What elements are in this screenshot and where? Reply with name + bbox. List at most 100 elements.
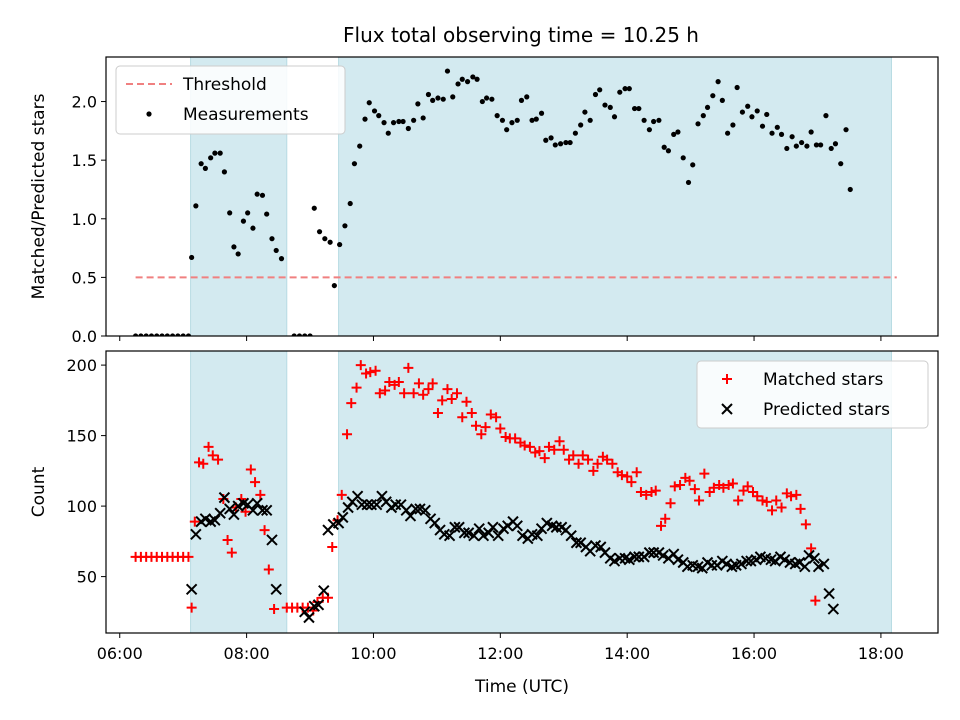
- matched-star-point: [355, 360, 366, 371]
- top-panel: 0.0 0.5 1.0 1.5 2.0 Matched/Predicted stars Th…: [29, 56, 939, 346]
- y-axis-label: Count: [29, 466, 49, 517]
- matched-star-point: [222, 534, 233, 545]
- measurement-point: [607, 104, 613, 111]
- predicted-star-point: [487, 521, 499, 533]
- predicted-star-point: [657, 549, 669, 562]
- measurement-point: [832, 141, 839, 147]
- measurement-point: [567, 139, 573, 146]
- measurement-point: [617, 89, 623, 95]
- x-axis-label: Time (UTC): [474, 677, 569, 697]
- measurement-point: [557, 141, 564, 147]
- predicted-star-point: [256, 504, 269, 517]
- measurement-point: [420, 115, 426, 121]
- legend-predicted-swatch: [721, 403, 733, 415]
- predicted-star-point: [370, 498, 383, 511]
- matched-star-point: [269, 604, 280, 615]
- measurement-point: [337, 241, 343, 248]
- measurement-point: [804, 143, 810, 149]
- matched-star-point: [786, 491, 797, 502]
- matched-star-point: [327, 541, 338, 552]
- predicted-star-point: [404, 510, 417, 522]
- matched-star-point: [568, 450, 579, 461]
- y-tick-label: 0.5: [72, 268, 97, 287]
- predicted-star-point: [458, 527, 471, 539]
- measurement-point: [509, 120, 515, 126]
- matched-star-point: [689, 484, 700, 495]
- measurement-point: [611, 114, 618, 120]
- measurement-point: [148, 333, 155, 336]
- measurement-point: [208, 155, 214, 161]
- matched-star-point: [437, 395, 448, 406]
- measurement-point: [396, 118, 402, 125]
- measurement-point: [847, 186, 853, 193]
- predicted-star-point: [468, 530, 480, 542]
- predicted-star-point: [812, 561, 825, 573]
- top-observing-interval-2: [338, 57, 892, 336]
- matched-star-point: [495, 423, 506, 434]
- measurement-point: [799, 139, 805, 146]
- x-tick-label: 16:00: [731, 644, 777, 663]
- matched-star-point: [665, 498, 676, 509]
- measurement-point: [415, 101, 421, 107]
- matched-star-point: [539, 453, 550, 464]
- predicted-star-point: [214, 507, 226, 519]
- matched-star-point: [198, 458, 209, 469]
- measurement-point: [435, 95, 441, 101]
- measurement-point: [700, 113, 706, 119]
- measurement-point: [838, 161, 844, 167]
- measurement-point: [357, 143, 363, 149]
- measurement-point: [784, 145, 790, 152]
- matched-star-point: [800, 519, 811, 530]
- measurement-point: [685, 179, 692, 186]
- y-tick-label: 1.0: [72, 210, 97, 229]
- measurement-point: [514, 117, 520, 123]
- bottom-axes-frame: [105, 350, 939, 634]
- measurement-point: [185, 333, 192, 336]
- measurement-point: [296, 333, 303, 336]
- predicted-star-point: [361, 498, 373, 511]
- predicted-star-point: [260, 504, 273, 517]
- predicted-star-point: [516, 530, 529, 542]
- matched-star-point: [451, 388, 462, 399]
- series-measurements: [133, 68, 853, 336]
- measurement-point: [489, 96, 495, 102]
- measurement-point: [626, 86, 632, 92]
- measurement-point: [778, 131, 785, 137]
- measurement-point: [273, 247, 279, 254]
- matched-star-point: [403, 362, 414, 373]
- predicted-star-point: [799, 561, 811, 573]
- matched-star-point: [240, 506, 251, 517]
- matched-star-point: [727, 478, 738, 489]
- measurement-point: [138, 333, 144, 336]
- matched-star-point: [423, 384, 434, 395]
- matched-star-point: [694, 495, 705, 506]
- measurement-point: [823, 113, 829, 119]
- measurement-point: [231, 244, 237, 250]
- y-tick-label: 100: [66, 497, 97, 516]
- y-tick-label: 150: [66, 427, 97, 446]
- measurement-point: [710, 93, 716, 99]
- measurement-point: [322, 236, 328, 242]
- predicted-star-point: [541, 517, 553, 529]
- measurement-point: [789, 134, 795, 140]
- predicted-star-point: [808, 552, 821, 564]
- measurement-point: [719, 97, 725, 103]
- y-tick-label: 200: [66, 356, 97, 375]
- measurement-point: [250, 225, 256, 231]
- predicted-star-point: [351, 490, 364, 502]
- measurement-point: [543, 137, 549, 143]
- predicted-star-point: [266, 534, 278, 546]
- matched-star-point: [791, 489, 802, 500]
- measurement-point: [759, 123, 766, 129]
- series-predicted-stars: [185, 490, 840, 624]
- matched-star-point: [631, 467, 642, 478]
- measurement-point: [602, 102, 608, 108]
- measurement-point: [143, 333, 149, 336]
- matched-star-point: [183, 551, 194, 562]
- matched-star-point: [549, 444, 560, 455]
- measurement-point: [362, 116, 368, 122]
- measurement-point: [494, 113, 500, 119]
- measurement-point: [425, 91, 432, 98]
- measurement-point: [818, 142, 824, 148]
